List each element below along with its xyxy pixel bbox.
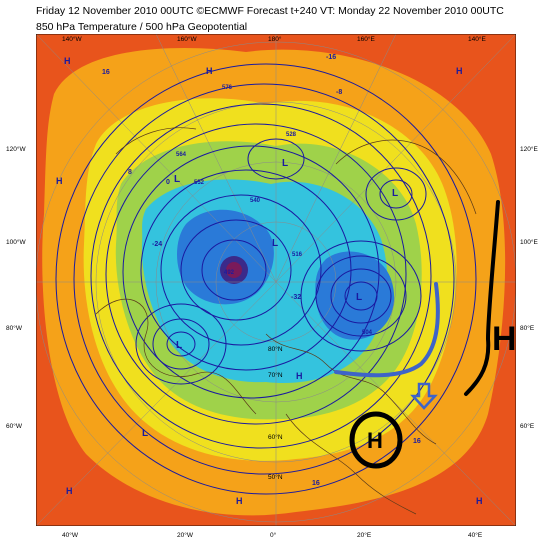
latitude-labels: 80°N 70°N 60°N 50°N <box>268 345 283 481</box>
blue-core-east <box>315 251 395 340</box>
latitude-label: 80°N <box>268 345 283 353</box>
blue-down-arrow <box>410 382 438 410</box>
top-tick: 160°E <box>357 35 375 43</box>
bottom-tick: 20°E <box>357 531 372 539</box>
right-tick: 100°E <box>520 238 538 246</box>
temperature-label: -32 <box>291 294 301 301</box>
high-marker: H <box>236 496 243 506</box>
bottom-axis: 40°W 20°W 0° 20°E 40°E <box>62 531 483 539</box>
high-marker: H <box>476 496 483 506</box>
temperature-label: 16 <box>102 69 110 76</box>
top-tick: 140°W <box>62 35 82 43</box>
top-tick: 180° <box>268 35 282 43</box>
top-axis: 140°W 160°W 180° 160°E 140°E <box>62 35 486 43</box>
high-marker: H <box>206 66 213 76</box>
low-marker: L <box>174 174 180 185</box>
high-marker: H <box>64 56 71 66</box>
low-marker: L <box>176 340 182 351</box>
latitude-label: 70°N <box>268 371 283 379</box>
blue-trough-arrow <box>334 282 440 378</box>
temperature-labels: 16 16 16 8 0 -8 -16 -24 -32 <box>102 54 421 487</box>
blue-core-west <box>177 209 274 305</box>
ridge-line <box>464 200 500 396</box>
right-tick: 60°E <box>520 422 535 430</box>
contour-label: 564 <box>176 152 187 158</box>
left-tick: 100°W <box>6 238 26 246</box>
contour-label: 552 <box>194 180 205 186</box>
low-marker: L <box>392 188 398 199</box>
geopotential-contours <box>55 63 477 495</box>
right-tick: 120°E <box>520 145 538 153</box>
weather-map: L L L L L L L H H H H H H H H 576 564 55… <box>36 34 516 526</box>
low-marker: L <box>282 158 288 169</box>
bottom-tick: 40°E <box>468 531 483 539</box>
latitude-label: 60°N <box>268 433 283 441</box>
high-marker: H <box>296 371 303 381</box>
circled-high-ring <box>349 411 403 469</box>
latitude-label: 50°N <box>268 473 283 481</box>
temperature-label: -24 <box>152 241 162 248</box>
contour-label: 576 <box>222 85 233 91</box>
low-pressure-markers: L L L L L L L <box>142 158 398 439</box>
high-marker: H <box>66 486 73 496</box>
temperature-label: 8 <box>128 169 132 176</box>
left-tick: 120°W <box>6 145 26 153</box>
left-tick: 80°W <box>6 324 23 332</box>
temperature-label: -16 <box>326 54 336 61</box>
temperature-label: 16 <box>413 438 421 445</box>
left-tick: 60°W <box>6 422 23 430</box>
low-marker: L <box>356 292 362 303</box>
high-pressure-markers: H H H H H H H H <box>56 56 483 506</box>
contour-label: 504 <box>362 330 373 336</box>
right-tick: 80°E <box>520 324 535 332</box>
top-tick: 140°E <box>468 35 486 43</box>
contour-label: 540 <box>250 198 261 204</box>
high-marker: H <box>56 176 63 186</box>
chart-title: Friday 12 November 2010 00UTC ©ECMWF For… <box>36 5 504 17</box>
temperature-label: -8 <box>336 89 342 96</box>
coastlines <box>95 127 477 515</box>
circled-high-label: H <box>367 428 383 453</box>
high-marker: H <box>456 66 463 76</box>
bottom-tick: 0° <box>270 531 277 539</box>
low-marker: L <box>142 428 148 439</box>
contour-label: 516 <box>292 252 303 258</box>
bottom-tick: 20°W <box>177 531 194 539</box>
contour-label: 492 <box>224 270 235 276</box>
contour-labels: 576 564 552 540 528 516 504 492 <box>176 85 373 336</box>
low-marker: L <box>272 238 278 249</box>
temperature-label: 0 <box>166 179 170 186</box>
temperature-label: 16 <box>312 480 320 487</box>
chart-subtitle: 850 hPa Temperature / 500 hPa Geopotenti… <box>36 21 248 33</box>
bottom-tick: 40°W <box>62 531 79 539</box>
big-high-label: H <box>492 320 516 358</box>
right-axis: 120°E 100°E 80°E 60°E <box>520 145 538 430</box>
top-tick: 160°W <box>177 35 197 43</box>
contour-label: 528 <box>286 132 297 138</box>
left-axis: 120°W 100°W 80°W 60°W <box>6 145 26 430</box>
